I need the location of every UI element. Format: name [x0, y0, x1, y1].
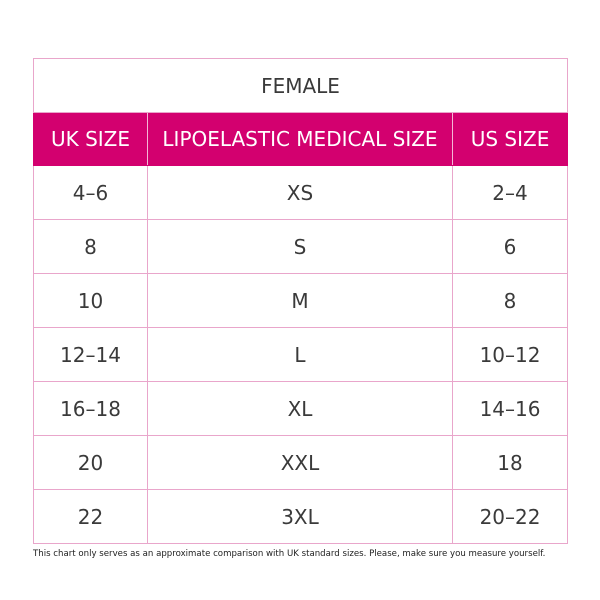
size-row: 10 M 8	[33, 273, 569, 328]
size-cell: 18	[451, 435, 569, 490]
column-header: LIPOELASTIC MEDICAL SIZE	[147, 112, 453, 166]
size-cell: M	[147, 273, 453, 328]
footnote: This chart only serves as an approximate…	[33, 549, 546, 559]
size-cell: 3XL	[147, 489, 453, 544]
size-row: 16–18 XL 14–16	[33, 381, 569, 436]
size-cell: 8	[33, 219, 148, 274]
title-row: FEMALE	[32, 58, 569, 113]
size-cell: L	[147, 327, 453, 382]
size-cell: 14–16	[451, 381, 569, 436]
size-cell: 4–6	[33, 165, 148, 220]
size-cell: 8	[451, 273, 569, 328]
size-cell: XS	[147, 165, 453, 220]
size-cell: 6	[451, 219, 569, 274]
size-cell: 20–22	[451, 489, 569, 544]
size-row: 4–6 XS 2–4	[33, 165, 569, 220]
size-cell: S	[147, 219, 453, 274]
table-body: 4–6 XS 2–4 8 S 6 10 M 8 12–14 L 10–12 16–18 XL 14–16 20…	[33, 165, 569, 544]
size-cell: 10–12	[451, 327, 569, 382]
size-cell: XXL	[147, 435, 453, 490]
size-row: 22 3XL 20–22	[33, 489, 569, 544]
size-cell: 20	[33, 435, 148, 490]
table-title: FEMALE	[32, 58, 569, 113]
column-header: US SIZE	[451, 112, 569, 166]
size-cell: 22	[33, 489, 148, 544]
size-cell: 10	[33, 273, 148, 328]
size-table: FEMALE UK SIZE LIPOELASTIC MEDICAL SIZE US…	[32, 58, 569, 544]
header-row: UK SIZE LIPOELASTIC MEDICAL SIZE US SIZE	[33, 112, 569, 166]
size-cell: 16–18	[33, 381, 148, 436]
size-cell: 12–14	[33, 327, 148, 382]
size-row: 20 XXL 18	[33, 435, 569, 490]
column-header: UK SIZE	[33, 112, 148, 166]
size-cell: XL	[147, 381, 453, 436]
size-cell: 2–4	[451, 165, 569, 220]
size-row: 12–14 L 10–12	[33, 327, 569, 382]
